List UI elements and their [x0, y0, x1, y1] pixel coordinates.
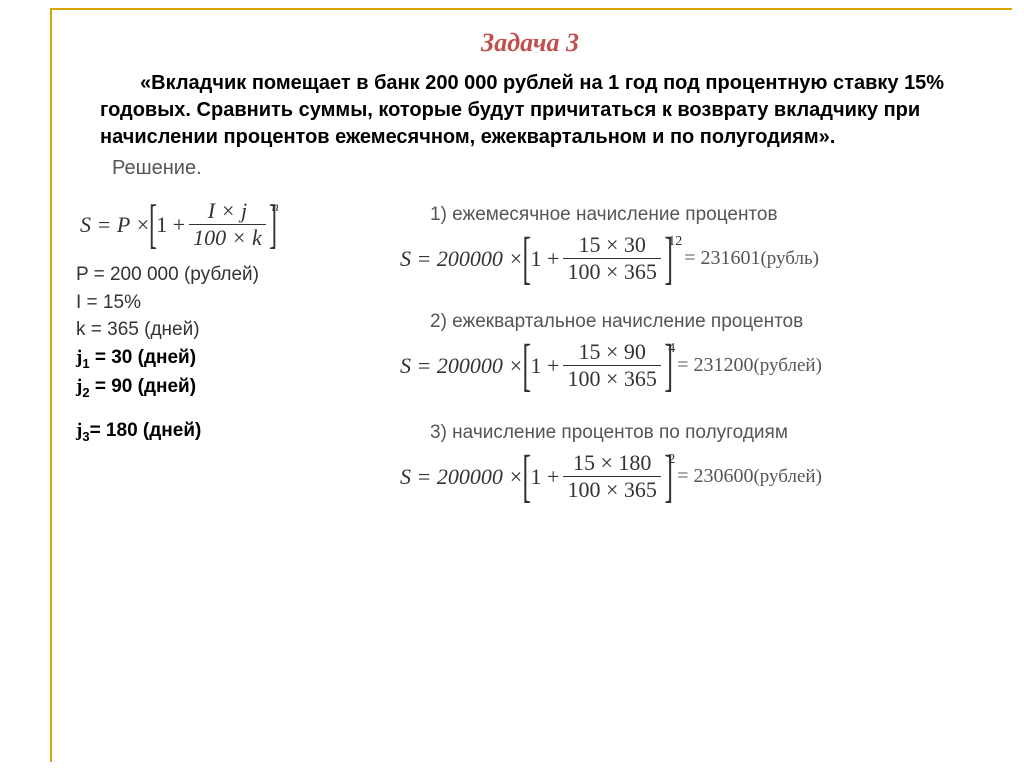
- main-formula: S = P × [ 1 + I × j 100 × k ] n: [80, 198, 380, 251]
- left-bracket-icon: [: [523, 450, 532, 502]
- left-bracket-icon: [: [523, 232, 532, 284]
- frac-den: 100 × k: [189, 224, 266, 251]
- step3-formula: S = 200000 × [ 1 + 15 × 180 100 × 365 ] …: [400, 450, 980, 503]
- step3-lhs: S = 200000 ×: [400, 464, 523, 490]
- step1-result: = 231601: [684, 247, 760, 270]
- step3-den: 100 × 365: [563, 476, 660, 503]
- step1-label: 1) ежемесячное начисление процентов: [430, 204, 980, 226]
- given-p: P = 200 000 (рублей): [76, 261, 380, 289]
- step1-formula: S = 200000 × [ 1 + 15 × 30 100 × 365 ] 1…: [400, 232, 980, 285]
- right-bracket-icon: ]: [664, 450, 673, 502]
- right-column: 1) ежемесячное начисление процентов S = …: [380, 192, 980, 509]
- left-bracket-icon: [: [149, 200, 157, 249]
- given-j1: j1 = 30 (дней): [76, 344, 380, 374]
- step2-num: 15 × 90: [574, 339, 649, 365]
- step3-lead: 1 +: [531, 464, 560, 490]
- step1-num: 15 × 30: [574, 232, 649, 258]
- step3-label: 3) начисление процентов по полугодиям: [430, 422, 980, 444]
- left-column: S = P × [ 1 + I × j 100 × k ] n P = 200 …: [70, 192, 380, 509]
- j1-sub: 1: [82, 355, 89, 370]
- given-j3: j3= 180 (дней): [76, 417, 380, 447]
- right-bracket-icon: ]: [664, 339, 673, 391]
- bracket-inner: 1 + 15 × 90 100 × 365: [531, 339, 665, 392]
- inner-lead: 1 +: [156, 212, 185, 238]
- step2-unit: (рублей): [753, 355, 821, 377]
- given-j2: j2 = 90 (дней): [76, 373, 380, 403]
- j2-sub: 2: [82, 385, 89, 400]
- slide-content: Задача 3 «Вкладчик помещает в банк 200 0…: [60, 20, 1000, 509]
- frac-num: I × j: [204, 198, 251, 224]
- step2-bracket: [ 1 + 15 × 90 100 × 365 ]: [523, 339, 672, 392]
- fraction: 15 × 180 100 × 365: [563, 450, 660, 503]
- j3-sub: 3: [82, 429, 89, 444]
- step1-lead: 1 +: [531, 246, 560, 272]
- step3-bracket: [ 1 + 15 × 180 100 × 365 ]: [523, 450, 672, 503]
- fraction: 15 × 30 100 × 365: [563, 232, 660, 285]
- step3-result: = 230600: [677, 465, 753, 488]
- step2-lead: 1 +: [531, 353, 560, 379]
- step1-den: 100 × 365: [563, 258, 660, 285]
- step2-label: 2) ежеквартальное начисление процентов: [430, 311, 980, 333]
- step2-lhs: S = 200000 ×: [400, 353, 523, 379]
- step2-formula: S = 200000 × [ 1 + 15 × 90 100 × 365 ] 4…: [400, 339, 980, 392]
- j2-rest: = 90 (дней): [90, 376, 197, 397]
- step1-unit: (рубль): [760, 248, 819, 270]
- two-column-layout: S = P × [ 1 + I × j 100 × k ] n P = 200 …: [60, 192, 1000, 509]
- given-values: P = 200 000 (рублей) I = 15% k = 365 (дн…: [76, 261, 380, 447]
- left-bracket-icon: [: [523, 339, 532, 391]
- step3-num: 15 × 180: [569, 450, 655, 476]
- step1-lhs: S = 200000 ×: [400, 246, 523, 272]
- problem-statement: «Вкладчик помещает в банк 200 000 рублей…: [60, 70, 1000, 151]
- problem-title: Задача 3: [60, 28, 1000, 58]
- solution-heading: Решение.: [112, 157, 1000, 180]
- step2-result: = 231200: [677, 354, 753, 377]
- formula-bracket: [ 1 + I × j 100 × k ]: [150, 198, 276, 251]
- given-k: k = 365 (дней): [76, 316, 380, 344]
- formula-lhs: S = P ×: [80, 212, 150, 238]
- fraction: 15 × 90 100 × 365: [563, 339, 660, 392]
- given-i: I = 15%: [76, 289, 380, 317]
- step2-den: 100 × 365: [563, 365, 660, 392]
- bracket-inner: 1 + 15 × 30 100 × 365: [531, 232, 665, 285]
- right-bracket-icon: ]: [664, 232, 673, 284]
- step3-unit: (рублей): [753, 466, 821, 488]
- bracket-inner: 1 + 15 × 180 100 × 365: [531, 450, 665, 503]
- j3-rest: = 180 (дней): [90, 420, 202, 441]
- j1-rest: = 30 (дней): [90, 347, 197, 368]
- fraction: I × j 100 × k: [189, 198, 266, 251]
- right-bracket-icon: ]: [269, 200, 277, 249]
- bracket-inner: 1 + I × j 100 × k: [156, 198, 270, 251]
- step1-bracket: [ 1 + 15 × 30 100 × 365 ]: [523, 232, 672, 285]
